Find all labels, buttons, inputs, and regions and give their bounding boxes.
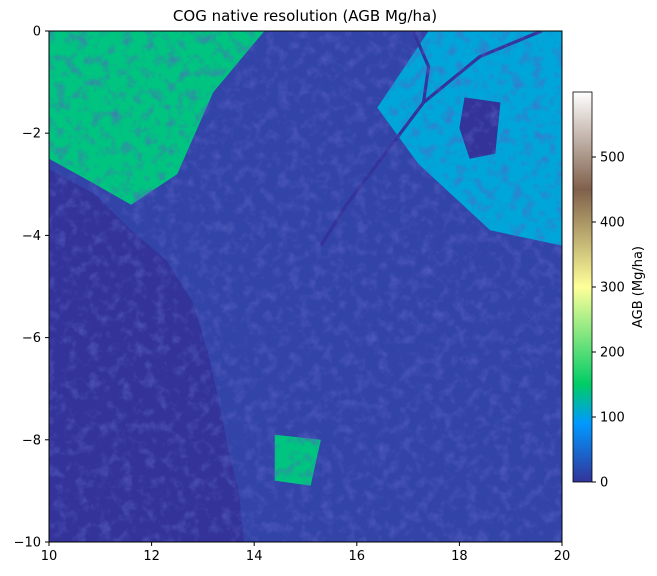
plot-frame bbox=[48, 30, 563, 543]
x-tick-label: 14 bbox=[246, 549, 263, 564]
colorbar-tick-label: 300 bbox=[600, 281, 625, 296]
colorbar-tick-label: 400 bbox=[600, 216, 625, 231]
x-tick-label: 20 bbox=[554, 549, 571, 564]
heatmap-area bbox=[49, 31, 562, 542]
x-tick-label: 16 bbox=[349, 549, 366, 564]
y-tick-label: −6 bbox=[22, 331, 41, 346]
colorbar-tick-label: 100 bbox=[600, 411, 625, 426]
y-tick-label: −8 bbox=[22, 433, 41, 448]
x-axis: 10 12 14 16 18 20 bbox=[41, 542, 571, 564]
colorbar-tick-label: 500 bbox=[600, 151, 625, 166]
colorbar-tick-label: 0 bbox=[600, 476, 608, 491]
colorbar: 0 100 200 300 400 500 AGB (Mg/ha) bbox=[572, 91, 646, 491]
y-axis: 0 −2 −4 −6 −8 −10 bbox=[14, 25, 49, 551]
colorbar-gradient bbox=[572, 91, 593, 483]
colorbar-label: AGB (Mg/ha) bbox=[631, 246, 646, 328]
y-tick-label: −4 bbox=[22, 229, 41, 244]
y-tick-label: −10 bbox=[14, 536, 41, 551]
colorbar-tick-label: 200 bbox=[600, 346, 625, 361]
y-tick-label: −2 bbox=[22, 127, 41, 142]
y-tick-label: 0 bbox=[33, 25, 41, 40]
x-tick-label: 12 bbox=[143, 549, 160, 564]
x-tick-label: 10 bbox=[41, 549, 58, 564]
texture-overlay bbox=[49, 31, 562, 542]
x-tick-label: 18 bbox=[451, 549, 468, 564]
chart-title: COG native resolution (AGB Mg/ha) bbox=[173, 7, 437, 25]
